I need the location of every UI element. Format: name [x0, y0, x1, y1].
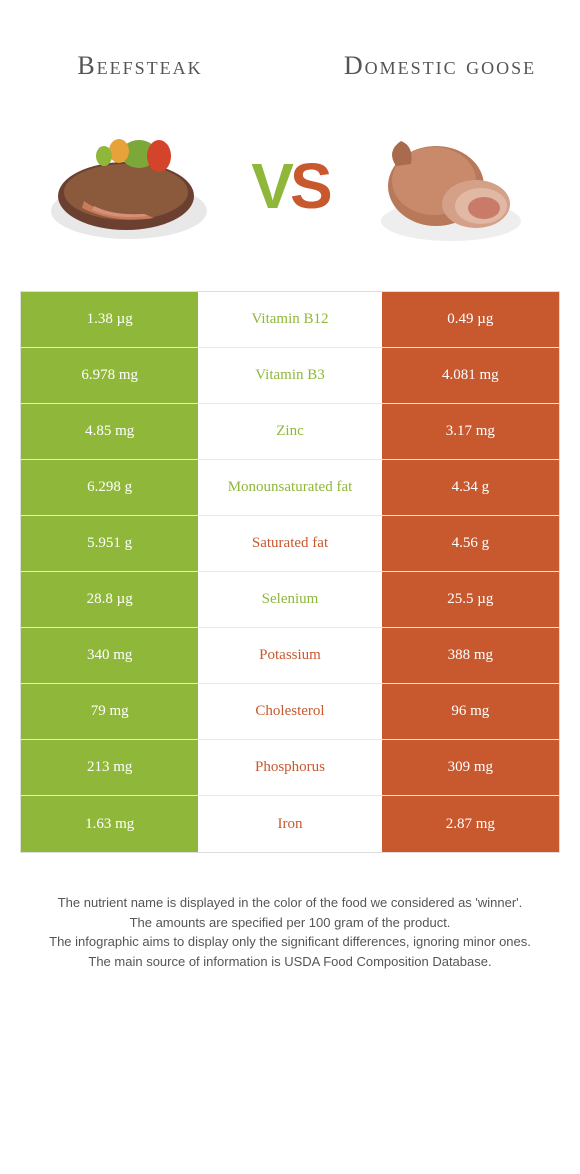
left-value: 5.951 g — [21, 516, 198, 571]
footer-line: The amounts are specified per 100 gram o… — [40, 913, 540, 933]
nutrient-name: Monounsaturated fat — [198, 460, 381, 515]
left-value: 213 mg — [21, 740, 198, 795]
nutrient-name: Phosphorus — [198, 740, 381, 795]
left-value: 6.978 mg — [21, 348, 198, 403]
footer-line: The main source of information is USDA F… — [40, 952, 540, 972]
left-value: 79 mg — [21, 684, 198, 739]
table-row: 6.978 mgVitamin B34.081 mg — [21, 348, 559, 404]
footer-notes: The nutrient name is displayed in the co… — [0, 853, 580, 971]
right-value: 4.34 g — [382, 460, 559, 515]
footer-line: The nutrient name is displayed in the co… — [40, 893, 540, 913]
right-value: 96 mg — [382, 684, 559, 739]
table-row: 79 mgCholesterol96 mg — [21, 684, 559, 740]
table-row: 213 mgPhosphorus309 mg — [21, 740, 559, 796]
nutrient-name: Cholesterol — [198, 684, 381, 739]
nutrient-table: 1.38 µgVitamin B120.49 µg6.978 mgVitamin… — [20, 291, 560, 853]
left-value: 1.63 mg — [21, 796, 198, 852]
right-value: 0.49 µg — [382, 292, 559, 347]
nutrient-name: Potassium — [198, 628, 381, 683]
table-row: 5.951 gSaturated fat4.56 g — [21, 516, 559, 572]
table-row: 340 mgPotassium388 mg — [21, 628, 559, 684]
left-food-title: Beefsteak — [30, 50, 250, 81]
vs-v: V — [251, 150, 290, 222]
left-value: 1.38 µg — [21, 292, 198, 347]
beefsteak-image — [34, 121, 224, 251]
header: Beefsteak Domestic goose — [0, 0, 580, 101]
left-value: 28.8 µg — [21, 572, 198, 627]
footer-line: The infographic aims to display only the… — [40, 932, 540, 952]
nutrient-name: Zinc — [198, 404, 381, 459]
table-row: 1.63 mgIron2.87 mg — [21, 796, 559, 852]
right-value: 2.87 mg — [382, 796, 559, 852]
vs-label: VS — [251, 149, 328, 223]
table-row: 4.85 mgZinc3.17 mg — [21, 404, 559, 460]
left-value: 4.85 mg — [21, 404, 198, 459]
right-value: 4.56 g — [382, 516, 559, 571]
table-row: 28.8 µgSelenium25.5 µg — [21, 572, 559, 628]
table-row: 1.38 µgVitamin B120.49 µg — [21, 292, 559, 348]
right-food-title: Domestic goose — [330, 50, 550, 81]
left-value: 340 mg — [21, 628, 198, 683]
nutrient-name: Vitamin B3 — [198, 348, 381, 403]
nutrient-name: Iron — [198, 796, 381, 852]
nutrient-name: Vitamin B12 — [198, 292, 381, 347]
images-row: VS — [0, 101, 580, 291]
right-value: 25.5 µg — [382, 572, 559, 627]
left-value: 6.298 g — [21, 460, 198, 515]
right-value: 388 mg — [382, 628, 559, 683]
goose-image — [356, 121, 546, 251]
nutrient-name: Selenium — [198, 572, 381, 627]
right-value: 309 mg — [382, 740, 559, 795]
nutrient-name: Saturated fat — [198, 516, 381, 571]
right-value: 4.081 mg — [382, 348, 559, 403]
vs-s: S — [290, 150, 329, 222]
table-row: 6.298 gMonounsaturated fat4.34 g — [21, 460, 559, 516]
right-value: 3.17 mg — [382, 404, 559, 459]
